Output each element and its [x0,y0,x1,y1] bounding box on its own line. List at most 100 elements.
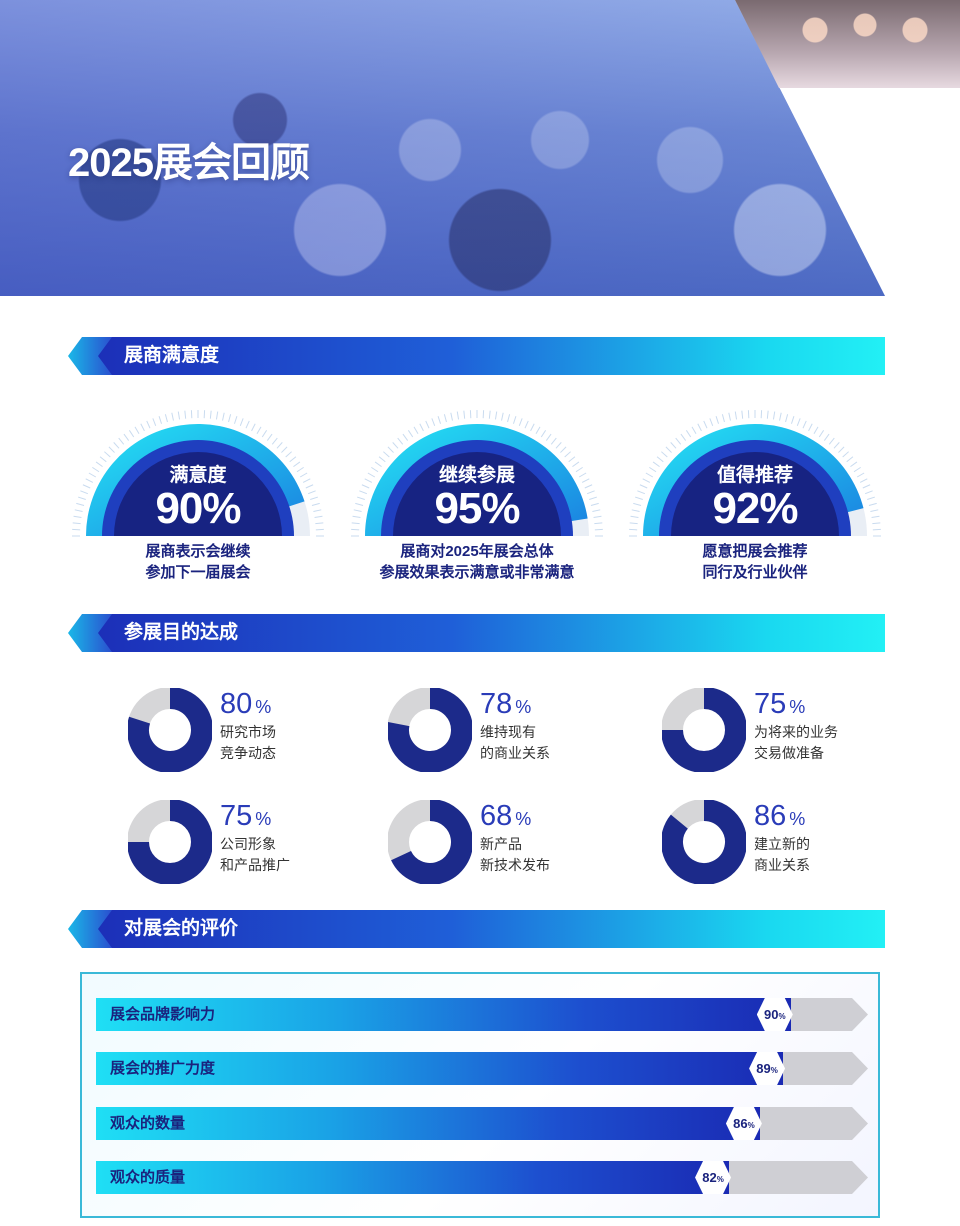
rating-value: 82 [702,1170,717,1185]
goal-desc-line: 和产品推广 [220,857,290,873]
gauge-tick [635,496,643,501]
gauge-tick [675,437,682,445]
gauge-tick [228,414,232,423]
rating-row: 展会品牌影响力 90% [96,998,868,1031]
goal-value: 75% [220,800,271,835]
goal-description: 为将来的业务 交易做准备 [754,722,838,764]
rating-fill [96,1107,760,1140]
gauge-tick [164,414,168,423]
gauge-tick [123,433,130,441]
gauge-tick [92,466,100,473]
section-title: 对展会的评价 [124,918,239,939]
gauge-tick [862,484,871,489]
gauge-tick [311,502,320,506]
gauge-tick [859,478,868,483]
gauge-tick [371,466,379,473]
gauge-tick [656,456,664,463]
section-title: 参展目的达成 [124,622,239,643]
goal-item: 68% 新产品 新技术发布 [388,800,618,890]
rating-row: 展会的推广力度 89% [96,1052,868,1085]
rating-fill [96,1161,730,1194]
gauge-tick [73,515,82,519]
gauge-tick [72,522,81,525]
donut-chart [388,688,472,772]
gauge-tick [281,446,288,453]
goal-desc-line: 商业关系 [754,857,810,873]
goal-value: 68% [480,800,531,835]
gauge-tick [823,433,830,441]
gauge-tick [779,412,782,421]
goal-number: 86 [754,800,787,832]
gauge-chart [629,410,881,537]
gauge-tick [456,411,460,420]
gauge-value: 92% [712,484,798,533]
gauge-tick [378,456,386,463]
gauge-tick [501,412,504,421]
goal-unit: % [789,809,806,829]
donut-value-arc [662,688,746,772]
gauge-tick [766,410,769,419]
gauge-tick [425,420,430,429]
goal-unit: % [255,697,272,717]
gauge-tick [512,416,517,424]
gauge-tick [838,446,845,453]
gauge-description: 展商表示会继续 参加下一届展会 [38,541,358,583]
goal-number: 68 [480,800,513,832]
goal-description: 维持现有 的商业关系 [480,722,550,764]
gauge-tick [850,461,858,468]
gauge-tick [575,466,583,473]
gauge-tick [856,472,865,478]
goal-unit: % [515,809,532,829]
rating-label: 观众的数量 [110,1115,186,1132]
rating-badge: 82% [695,1161,732,1194]
gauge-tick [741,410,744,419]
gauge-tick [302,478,311,483]
rating-badge: 89% [749,1052,786,1085]
gauge-tick [594,522,603,525]
gauge-tick [652,461,660,468]
gauge-tick [518,418,523,427]
gauge-tick [134,426,140,435]
gauge-desc-line: 愿意把展会推荐 [702,543,808,560]
rating-value: 86 [733,1116,748,1131]
gauge-tick [555,442,562,449]
gauge-tick [88,472,97,478]
gauge-tick [642,478,651,483]
gauge-tick [721,414,725,423]
gauge-tick [842,451,849,458]
gauge-tick [171,412,174,421]
gauge-tick [387,446,394,453]
gauge-tick [872,522,881,525]
gauge-tick [355,502,364,506]
gauge-tick [629,522,638,525]
gauge-tick [310,496,318,501]
goal-desc-line: 研究市场 [220,724,276,740]
gauge-desc-line: 展商表示会继续 [145,543,251,560]
gauge-tick [152,418,157,427]
rating-label: 展会品牌影响力 [110,1006,216,1023]
gauge-tick [853,466,861,473]
goal-number: 80 [220,688,253,720]
gauge-tick [703,420,708,429]
gauge-tick [670,442,677,449]
gauge-tick [772,411,776,420]
gauge-tick [108,446,115,453]
goal-desc-line: 为将来的业务 [754,724,838,740]
goal-item: 80% 研究市场 竞争动态 [128,688,358,778]
exhibition-crowd-photo [0,0,885,296]
gauge-desc-line: 参展效果表示满意或非常满意 [379,564,575,581]
gauge-tick [637,490,646,495]
gauge-desc-line: 展商对2025年展会总体 [400,543,554,560]
donut-value-arc [128,800,212,884]
rating-unit: % [778,1012,786,1021]
gauge-tick [361,484,370,489]
gauge-tick [846,456,854,463]
gauge-tick [564,451,571,458]
goal-desc-line: 的商业关系 [480,745,550,761]
gauge-label: 满意度 [169,465,227,486]
donut-chart [128,688,212,772]
gauge-tick [359,490,368,495]
rating-label: 观众的质量 [110,1169,186,1186]
gauge-tick [397,437,404,445]
goal-number: 75 [754,688,787,720]
